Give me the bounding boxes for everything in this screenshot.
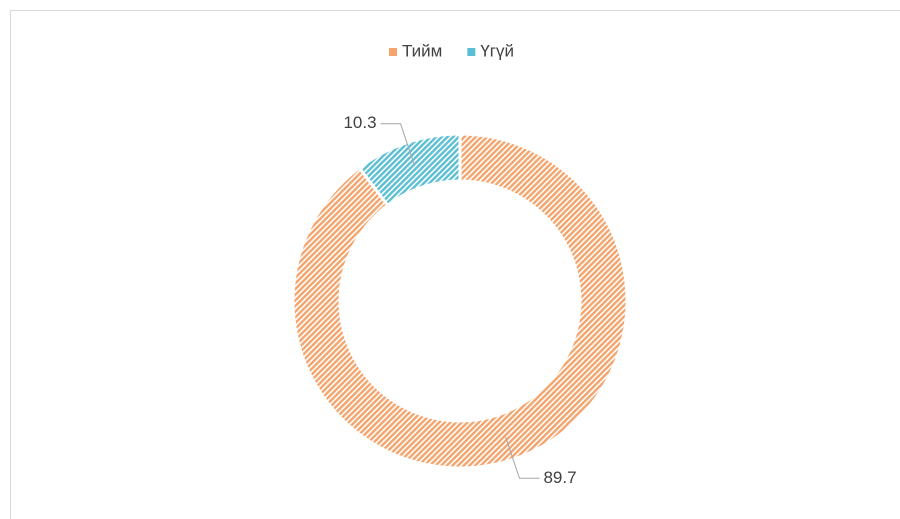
legend-label: Тийм	[402, 41, 442, 60]
data-label: 10.3	[343, 113, 376, 132]
data-label: 89.7	[543, 468, 576, 487]
legend-label: Үгүй	[480, 41, 514, 60]
donut-segment	[291, 132, 629, 470]
leader-line	[380, 123, 415, 166]
donut-segment	[357, 132, 462, 208]
legend-swatch	[389, 48, 397, 56]
legend-swatch	[467, 48, 476, 56]
leader-line	[505, 436, 540, 479]
